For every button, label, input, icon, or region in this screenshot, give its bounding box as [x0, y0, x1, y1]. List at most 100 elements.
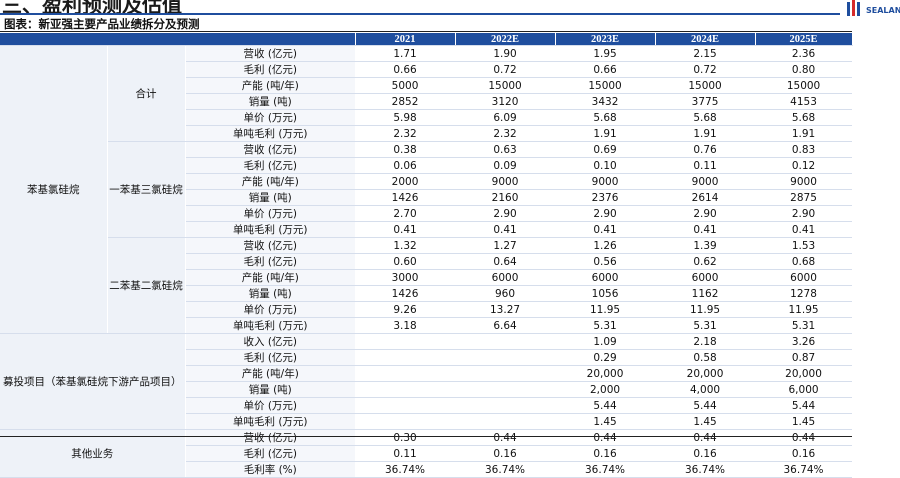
value-cell: 2.32 — [355, 125, 456, 142]
value-cell: 0.62 — [655, 253, 756, 270]
row-label: 销量 (吨) — [185, 381, 356, 398]
column-header: 2025E — [755, 33, 853, 46]
row-label: 单吨毛利 (万元) — [185, 317, 356, 334]
forecast-table: 2021 2022E 2023E 2024E 2025E 苯基氯硅烷 合计 营收 (亿元) 1… — [0, 33, 853, 478]
value-cell: 0.09 — [455, 157, 556, 174]
value-cell: 0.56 — [555, 253, 656, 270]
header-blank — [0, 33, 356, 46]
table-row: 销量 (吨) 1426 2160 2376 2614 2875 — [0, 189, 853, 206]
value-cell: 0.44 — [555, 429, 656, 446]
value-cell: 1426 — [355, 285, 456, 302]
value-cell: 36.74% — [355, 461, 456, 478]
table-row: 苯基氯硅烷 合计 营收 (亿元) 1.71 1.90 1.95 2.15 2.36 — [0, 45, 853, 334]
empty-cell — [455, 413, 556, 430]
value-cell: 1.45 — [755, 413, 853, 430]
value-cell: 0.69 — [555, 141, 656, 158]
rule — [0, 13, 840, 15]
value-cell: 0.68 — [755, 253, 853, 270]
value-cell: 1.91 — [755, 125, 853, 142]
section-heading: 三、盈利预测及估值 — [2, 0, 182, 17]
value-cell: 2.90 — [655, 205, 756, 222]
value-cell: 0.38 — [355, 141, 456, 158]
value-cell: 3.18 — [355, 317, 456, 334]
value-cell: 5.31 — [555, 317, 656, 334]
value-cell: 15000 — [655, 77, 756, 94]
empty-cell — [355, 333, 456, 350]
value-cell: 0.83 — [755, 141, 853, 158]
value-cell: 6000 — [655, 269, 756, 286]
value-cell: 0.72 — [455, 61, 556, 78]
rule — [0, 436, 852, 437]
subgroup-label: 合计 — [107, 45, 186, 142]
empty-cell — [355, 381, 456, 398]
value-cell: 9000 — [655, 173, 756, 190]
value-cell: 1.45 — [655, 413, 756, 430]
empty-cell — [355, 413, 456, 430]
value-cell: 0.11 — [355, 445, 456, 462]
value-cell: 5.31 — [655, 317, 756, 334]
value-cell: 0.64 — [455, 253, 556, 270]
rule — [0, 31, 852, 32]
value-cell: 5.98 — [355, 109, 456, 126]
value-cell: 1.39 — [655, 237, 756, 254]
value-cell: 15000 — [555, 77, 656, 94]
value-cell: 0.58 — [655, 349, 756, 366]
value-cell: 20,000 — [555, 365, 656, 382]
value-cell: 5.44 — [655, 397, 756, 414]
value-cell: 1.91 — [655, 125, 756, 142]
row-label: 单价 (万元) — [185, 397, 356, 414]
value-cell: 9.26 — [355, 301, 456, 318]
value-cell: 3775 — [655, 93, 756, 110]
table-row: 二苯基二氯硅烷 营收 (亿元) 1.32 1.27 1.26 1.39 1.53 — [0, 237, 853, 334]
value-cell: 11.95 — [555, 301, 656, 318]
value-cell: 5000 — [355, 77, 456, 94]
value-cell: 4,000 — [655, 381, 756, 398]
value-cell: 0.41 — [655, 221, 756, 238]
subgroup-label: 二苯基二氯硅烷 — [107, 237, 186, 334]
table-row: 毛利 (亿元) 0.29 0.58 0.87 — [0, 349, 853, 366]
value-cell: 6000 — [755, 269, 853, 286]
table-row: 单价 (万元) 2.70 2.90 2.90 2.90 2.90 — [0, 205, 853, 222]
value-cell: 2614 — [655, 189, 756, 206]
row-label: 收入 (亿元) — [185, 333, 356, 350]
value-cell: 1.26 — [555, 237, 656, 254]
value-cell: 6.09 — [455, 109, 556, 126]
value-cell: 1.91 — [555, 125, 656, 142]
value-cell: 0.66 — [355, 61, 456, 78]
row-label: 营收 (亿元) — [185, 429, 356, 446]
value-cell: 0.41 — [355, 221, 456, 238]
value-cell: 0.80 — [755, 61, 853, 78]
table-row: 一苯基三氯硅烷 营收 (亿元) 0.38 0.63 0.69 0.76 0.83 — [0, 141, 853, 238]
value-cell: 5.44 — [555, 397, 656, 414]
value-cell: 2376 — [555, 189, 656, 206]
value-cell: 3000 — [355, 269, 456, 286]
value-cell: 0.41 — [555, 221, 656, 238]
value-cell: 11.95 — [755, 301, 853, 318]
column-header: 2024E — [655, 33, 756, 46]
table-row: 单吨毛利 (万元) 0.41 0.41 0.41 0.41 0.41 — [0, 221, 853, 238]
table-row: 产能 (吨/年) 5000 15000 15000 15000 15000 — [0, 77, 853, 94]
row-label: 单吨毛利 (万元) — [185, 125, 356, 142]
caption: 图表：新亚强主要产品业绩拆分及预测 — [4, 17, 200, 31]
value-cell: 1.09 — [555, 333, 656, 350]
table-row: 产能 (吨/年) 20,000 20,000 20,000 — [0, 365, 853, 382]
value-cell: 6000 — [555, 269, 656, 286]
table-row: 单价 (万元) 5.98 6.09 5.68 5.68 5.68 — [0, 109, 853, 126]
value-cell: 0.44 — [655, 429, 756, 446]
table-row: 单吨毛利 (万元) 3.18 6.64 5.31 5.31 5.31 — [0, 317, 853, 334]
column-header: 2022E — [455, 33, 556, 46]
value-cell: 2000 — [355, 173, 456, 190]
row-label: 单价 (万元) — [185, 301, 356, 318]
table-row: 单价 (万元) 9.26 13.27 11.95 11.95 11.95 — [0, 301, 853, 318]
value-cell: 0.06 — [355, 157, 456, 174]
value-cell: 4153 — [755, 93, 853, 110]
value-cell: 1.32 — [355, 237, 456, 254]
value-cell: 15000 — [755, 77, 853, 94]
value-cell: 5.68 — [555, 109, 656, 126]
value-cell: 2852 — [355, 93, 456, 110]
value-cell: 1.90 — [455, 45, 556, 62]
row-label: 产能 (吨/年) — [185, 269, 356, 286]
value-cell: 1.53 — [755, 237, 853, 254]
empty-cell — [455, 397, 556, 414]
row-label: 单吨毛利 (万元) — [185, 413, 356, 430]
